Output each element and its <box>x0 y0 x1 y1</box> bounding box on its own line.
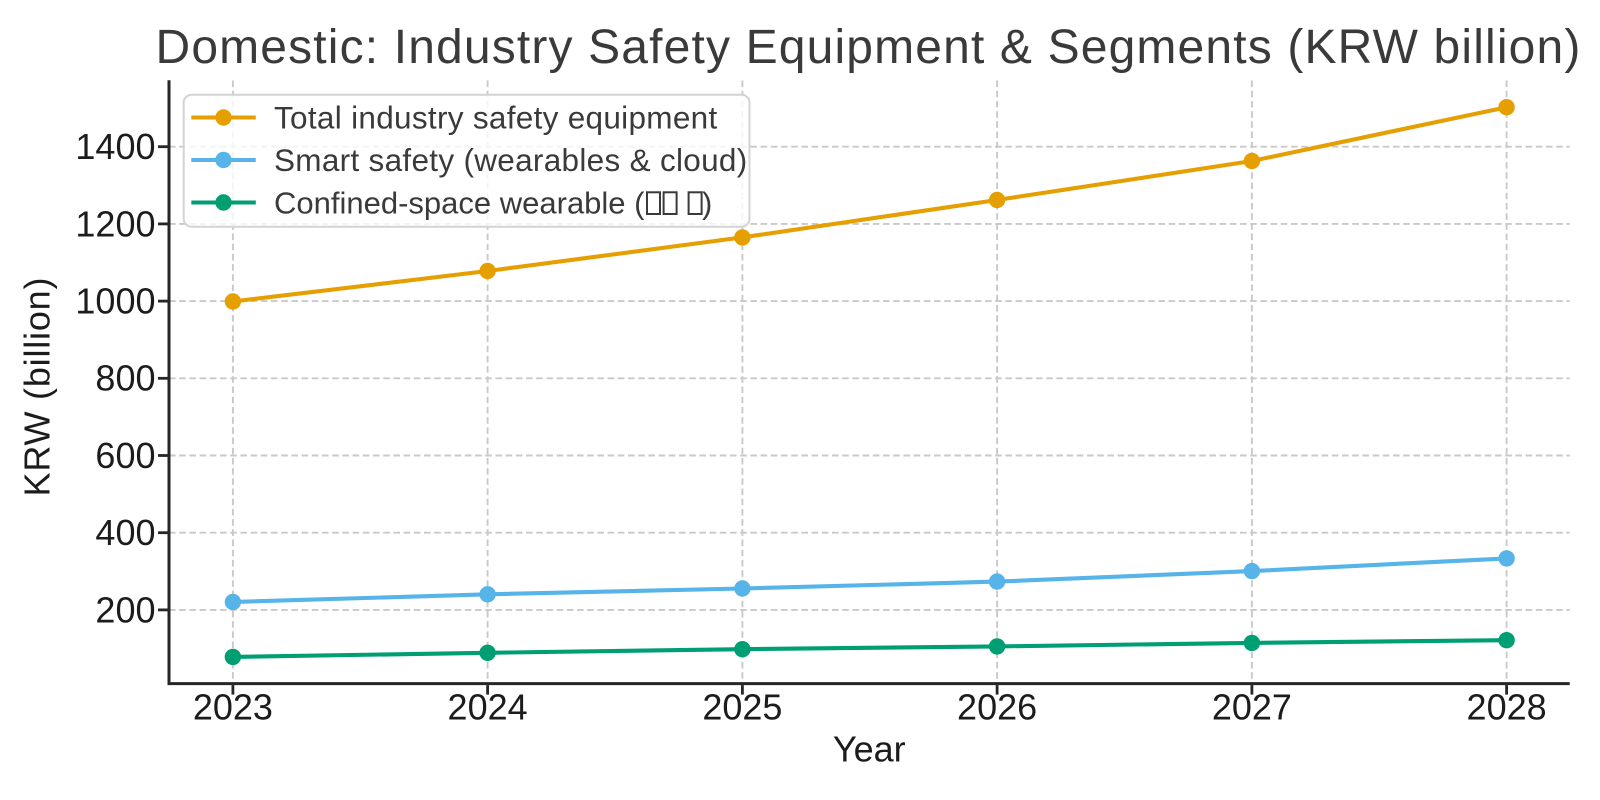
svg-text:2027: 2027 <box>1212 687 1292 728</box>
svg-text:1000: 1000 <box>75 281 155 322</box>
svg-text:Domestic: Industry Safety Equi: Domestic: Industry Safety Equipment & Se… <box>156 21 1582 74</box>
svg-text:600: 600 <box>95 435 155 476</box>
svg-text:Confined-space wearable (: Confined-space wearable ( <box>274 185 645 220</box>
svg-text:2023: 2023 <box>193 687 273 728</box>
svg-text:Total industry safety equipmen: Total industry safety equipment <box>274 99 718 135</box>
svg-text:Year: Year <box>833 728 906 769</box>
svg-text:Smart safety (wearables & clou: Smart safety (wearables & cloud) <box>274 142 748 178</box>
svg-text:1400: 1400 <box>75 126 155 167</box>
svg-text:): ) <box>702 185 712 220</box>
svg-text:2026: 2026 <box>957 687 1037 728</box>
svg-text:800: 800 <box>95 358 155 399</box>
svg-text:KRW (billion): KRW (billion) <box>17 277 58 497</box>
svg-text:200: 200 <box>95 589 155 630</box>
svg-text:2024: 2024 <box>448 687 528 728</box>
svg-text:2025: 2025 <box>702 687 782 728</box>
svg-text:1200: 1200 <box>75 203 155 244</box>
svg-text:400: 400 <box>95 512 155 553</box>
svg-text:2028: 2028 <box>1467 687 1547 728</box>
